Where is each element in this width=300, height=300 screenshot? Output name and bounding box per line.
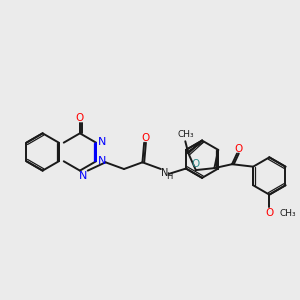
Text: O: O: [192, 159, 200, 169]
Text: O: O: [235, 144, 243, 154]
Text: N: N: [98, 156, 106, 166]
Text: N: N: [161, 168, 169, 178]
Text: H: H: [167, 172, 173, 182]
Text: O: O: [141, 133, 149, 143]
Text: N: N: [79, 172, 87, 182]
Text: CH₃: CH₃: [178, 130, 195, 139]
Text: O: O: [76, 112, 84, 123]
Text: N: N: [98, 137, 106, 147]
Text: O: O: [265, 208, 274, 218]
Text: CH₃: CH₃: [279, 209, 296, 218]
